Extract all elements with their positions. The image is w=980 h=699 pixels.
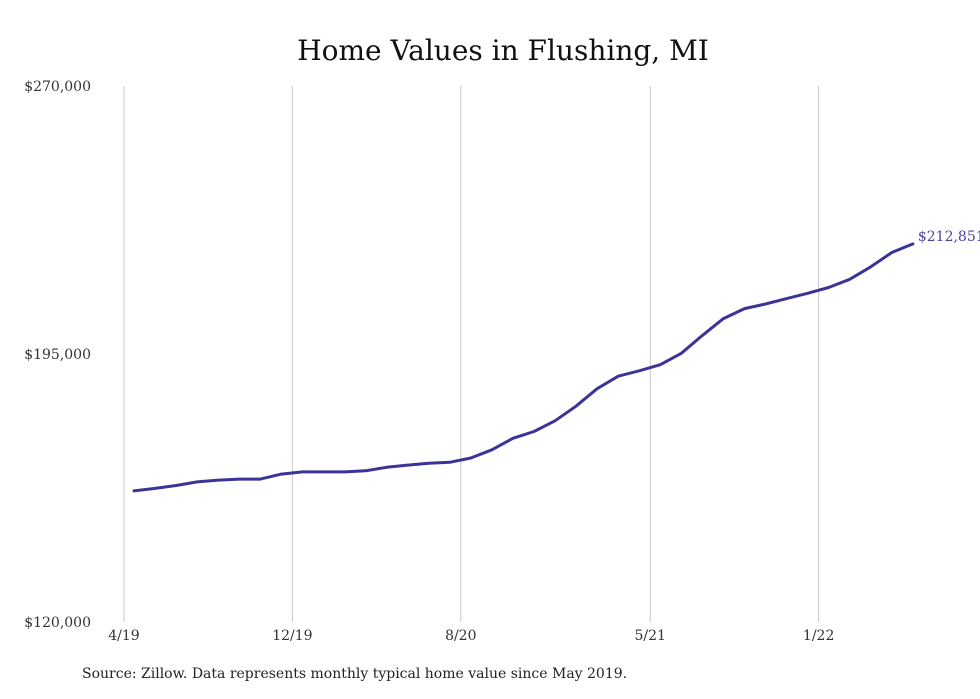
x-tick-label: 8/20 <box>445 628 476 644</box>
source-note: Source: Zillow. Data represents monthly … <box>82 666 628 682</box>
x-tick-label: 12/19 <box>272 628 312 644</box>
x-tick-label: 1/22 <box>803 628 834 644</box>
series-line <box>132 242 915 493</box>
y-tick-label: $195,000 <box>24 347 91 363</box>
y-tick-label: $120,000 <box>24 615 91 631</box>
chart-canvas: Home Values in Flushing, MI $120,000 $195… <box>24 34 980 644</box>
series-layer: $212,851 <box>132 229 980 493</box>
x-tick-label: 4/19 <box>108 628 139 644</box>
chart-title: Home Values in Flushing, MI <box>297 34 709 67</box>
x-tick-label: 5/21 <box>635 628 666 644</box>
grid-layer <box>123 86 820 622</box>
y-axis-ticks: $120,000 $195,000 $270,000 <box>24 79 91 631</box>
y-tick-label: $270,000 <box>24 79 91 95</box>
end-value-label: $212,851 <box>918 229 980 245</box>
x-axis-ticks: 4/19 12/19 8/20 5/21 1/22 <box>108 628 834 644</box>
